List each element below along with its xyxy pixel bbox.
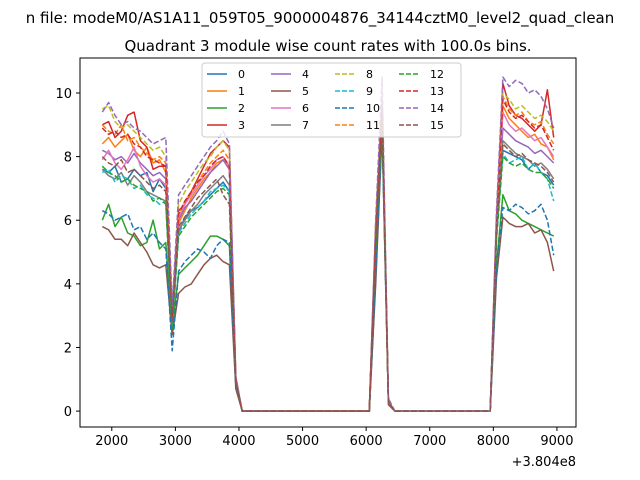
x-axis-offset-label: +3.804e8: [512, 455, 576, 470]
y-tick-label: 10: [55, 87, 72, 102]
legend-label: 10: [366, 102, 380, 115]
x-tick-label: 9000: [540, 434, 573, 449]
x-tick-label: 4000: [222, 434, 255, 449]
x-tick-label: 3000: [159, 434, 192, 449]
x-tick-label: 2000: [95, 434, 128, 449]
x-axis: 2000 3000 4000 5000 6000 7000 8000 9000: [95, 427, 573, 449]
chart-title: Quadrant 3 module wise count rates with …: [124, 37, 531, 55]
legend-label: 5: [302, 85, 309, 98]
legend-label: 8: [366, 68, 373, 81]
y-axis: 0 2 4 6 8 10: [55, 87, 80, 420]
y-tick-label: 2: [64, 341, 72, 356]
legend-label: 0: [238, 68, 245, 81]
legend-box: [201, 62, 462, 138]
plot-frame: [79, 57, 577, 428]
legend-label: 12: [430, 68, 444, 81]
legend-label: 11: [366, 119, 380, 132]
legend-label: 7: [302, 119, 309, 132]
legend-label: 15: [430, 119, 444, 132]
legend-label: 4: [302, 68, 309, 81]
legend-label: 1: [238, 85, 245, 98]
x-tick-label: 7000: [413, 434, 446, 449]
x-tick-label: 5000: [286, 434, 319, 449]
x-tick-label: 6000: [350, 434, 383, 449]
legend-label: 13: [430, 85, 444, 98]
figure-suptitle: n file: modeM0/AS1A11_059T05_9000004876_…: [26, 9, 615, 28]
series-layer: [101, 76, 555, 412]
legend-label: 2: [238, 102, 245, 115]
legend-label: 9: [366, 85, 373, 98]
legend-label: 6: [302, 102, 309, 115]
y-tick-label: 4: [64, 278, 72, 293]
y-tick-label: 6: [64, 214, 72, 229]
series-line-15: [101, 114, 555, 412]
legend-label: 3: [238, 119, 245, 132]
y-tick-label: 8: [64, 151, 72, 166]
legend-label: 14: [430, 102, 444, 115]
y-tick-label: 0: [64, 405, 72, 420]
x-tick-label: 8000: [477, 434, 510, 449]
